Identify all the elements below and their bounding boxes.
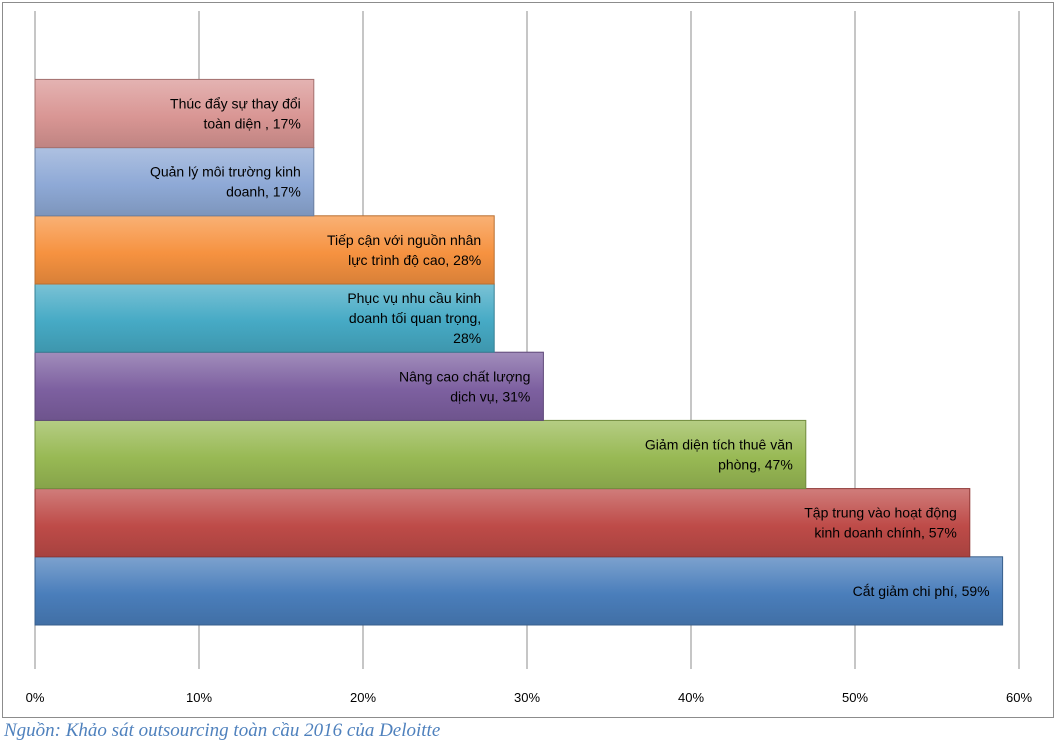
x-tick-label: 10% <box>186 690 212 705</box>
bar <box>34 147 315 217</box>
source-note: Nguồn: Khảo sát outsourcing toàn cầu 201… <box>4 720 441 741</box>
bar-data-label: kinh doanh chính, 57% <box>814 525 956 541</box>
bar-data-label: doanh, 17% <box>226 184 301 200</box>
bars <box>34 78 1004 626</box>
bar-data-label: Cắt giảm chi phí, 59% <box>853 583 990 599</box>
bar-data-label: 28% <box>453 330 481 346</box>
bar <box>34 419 807 490</box>
bar-data-label: toàn diện , 17% <box>204 116 301 132</box>
x-tick-label: 0% <box>26 690 45 705</box>
bar-data-label: Tập trung vào hoạt động <box>804 505 957 521</box>
x-tick-label: 20% <box>350 690 376 705</box>
x-tick-label: 60% <box>1006 690 1032 705</box>
x-tick-label: 40% <box>678 690 704 705</box>
bar <box>34 556 1004 626</box>
x-axis-ticks: 0% 10% 20% 30% 40% 50% 60% <box>26 690 1033 705</box>
bar-data-label: dịch vụ, 31% <box>450 388 530 404</box>
chart-frame: Cắt giảm chi phí, 59% Tập trung vào hoạt … <box>2 2 1054 718</box>
bar <box>34 488 971 558</box>
bar-data-label: Quản lý môi trường kinh <box>150 164 301 180</box>
bar-data-label: Thúc đẩy sự thay đổi <box>170 96 301 112</box>
bar-data-label: Phục vụ nhu cầu kinh <box>347 290 481 306</box>
bar-chart: Cắt giảm chi phí, 59% Tập trung vào hoạt … <box>26 11 1033 705</box>
bar-data-label: Nâng cao chất lượng <box>399 368 530 384</box>
bar <box>34 78 315 149</box>
bar-data-label: phòng, 47% <box>718 457 793 473</box>
x-tick-label: 50% <box>842 690 868 705</box>
bar <box>34 283 495 353</box>
x-tick-label: 30% <box>514 690 540 705</box>
data-labels: Cắt giảm chi phí, 59% Tập trung vào hoạt … <box>150 96 990 599</box>
bar <box>34 351 544 421</box>
bar-data-label: Tiếp cận với nguồn nhân <box>327 232 481 248</box>
bar <box>34 215 495 285</box>
bar-data-label: Giảm diện tích thuê văn <box>645 437 793 453</box>
bar-data-label: lực trình độ cao, 28% <box>348 252 481 268</box>
bar-data-label: doanh tối quan trọng, <box>349 310 481 326</box>
